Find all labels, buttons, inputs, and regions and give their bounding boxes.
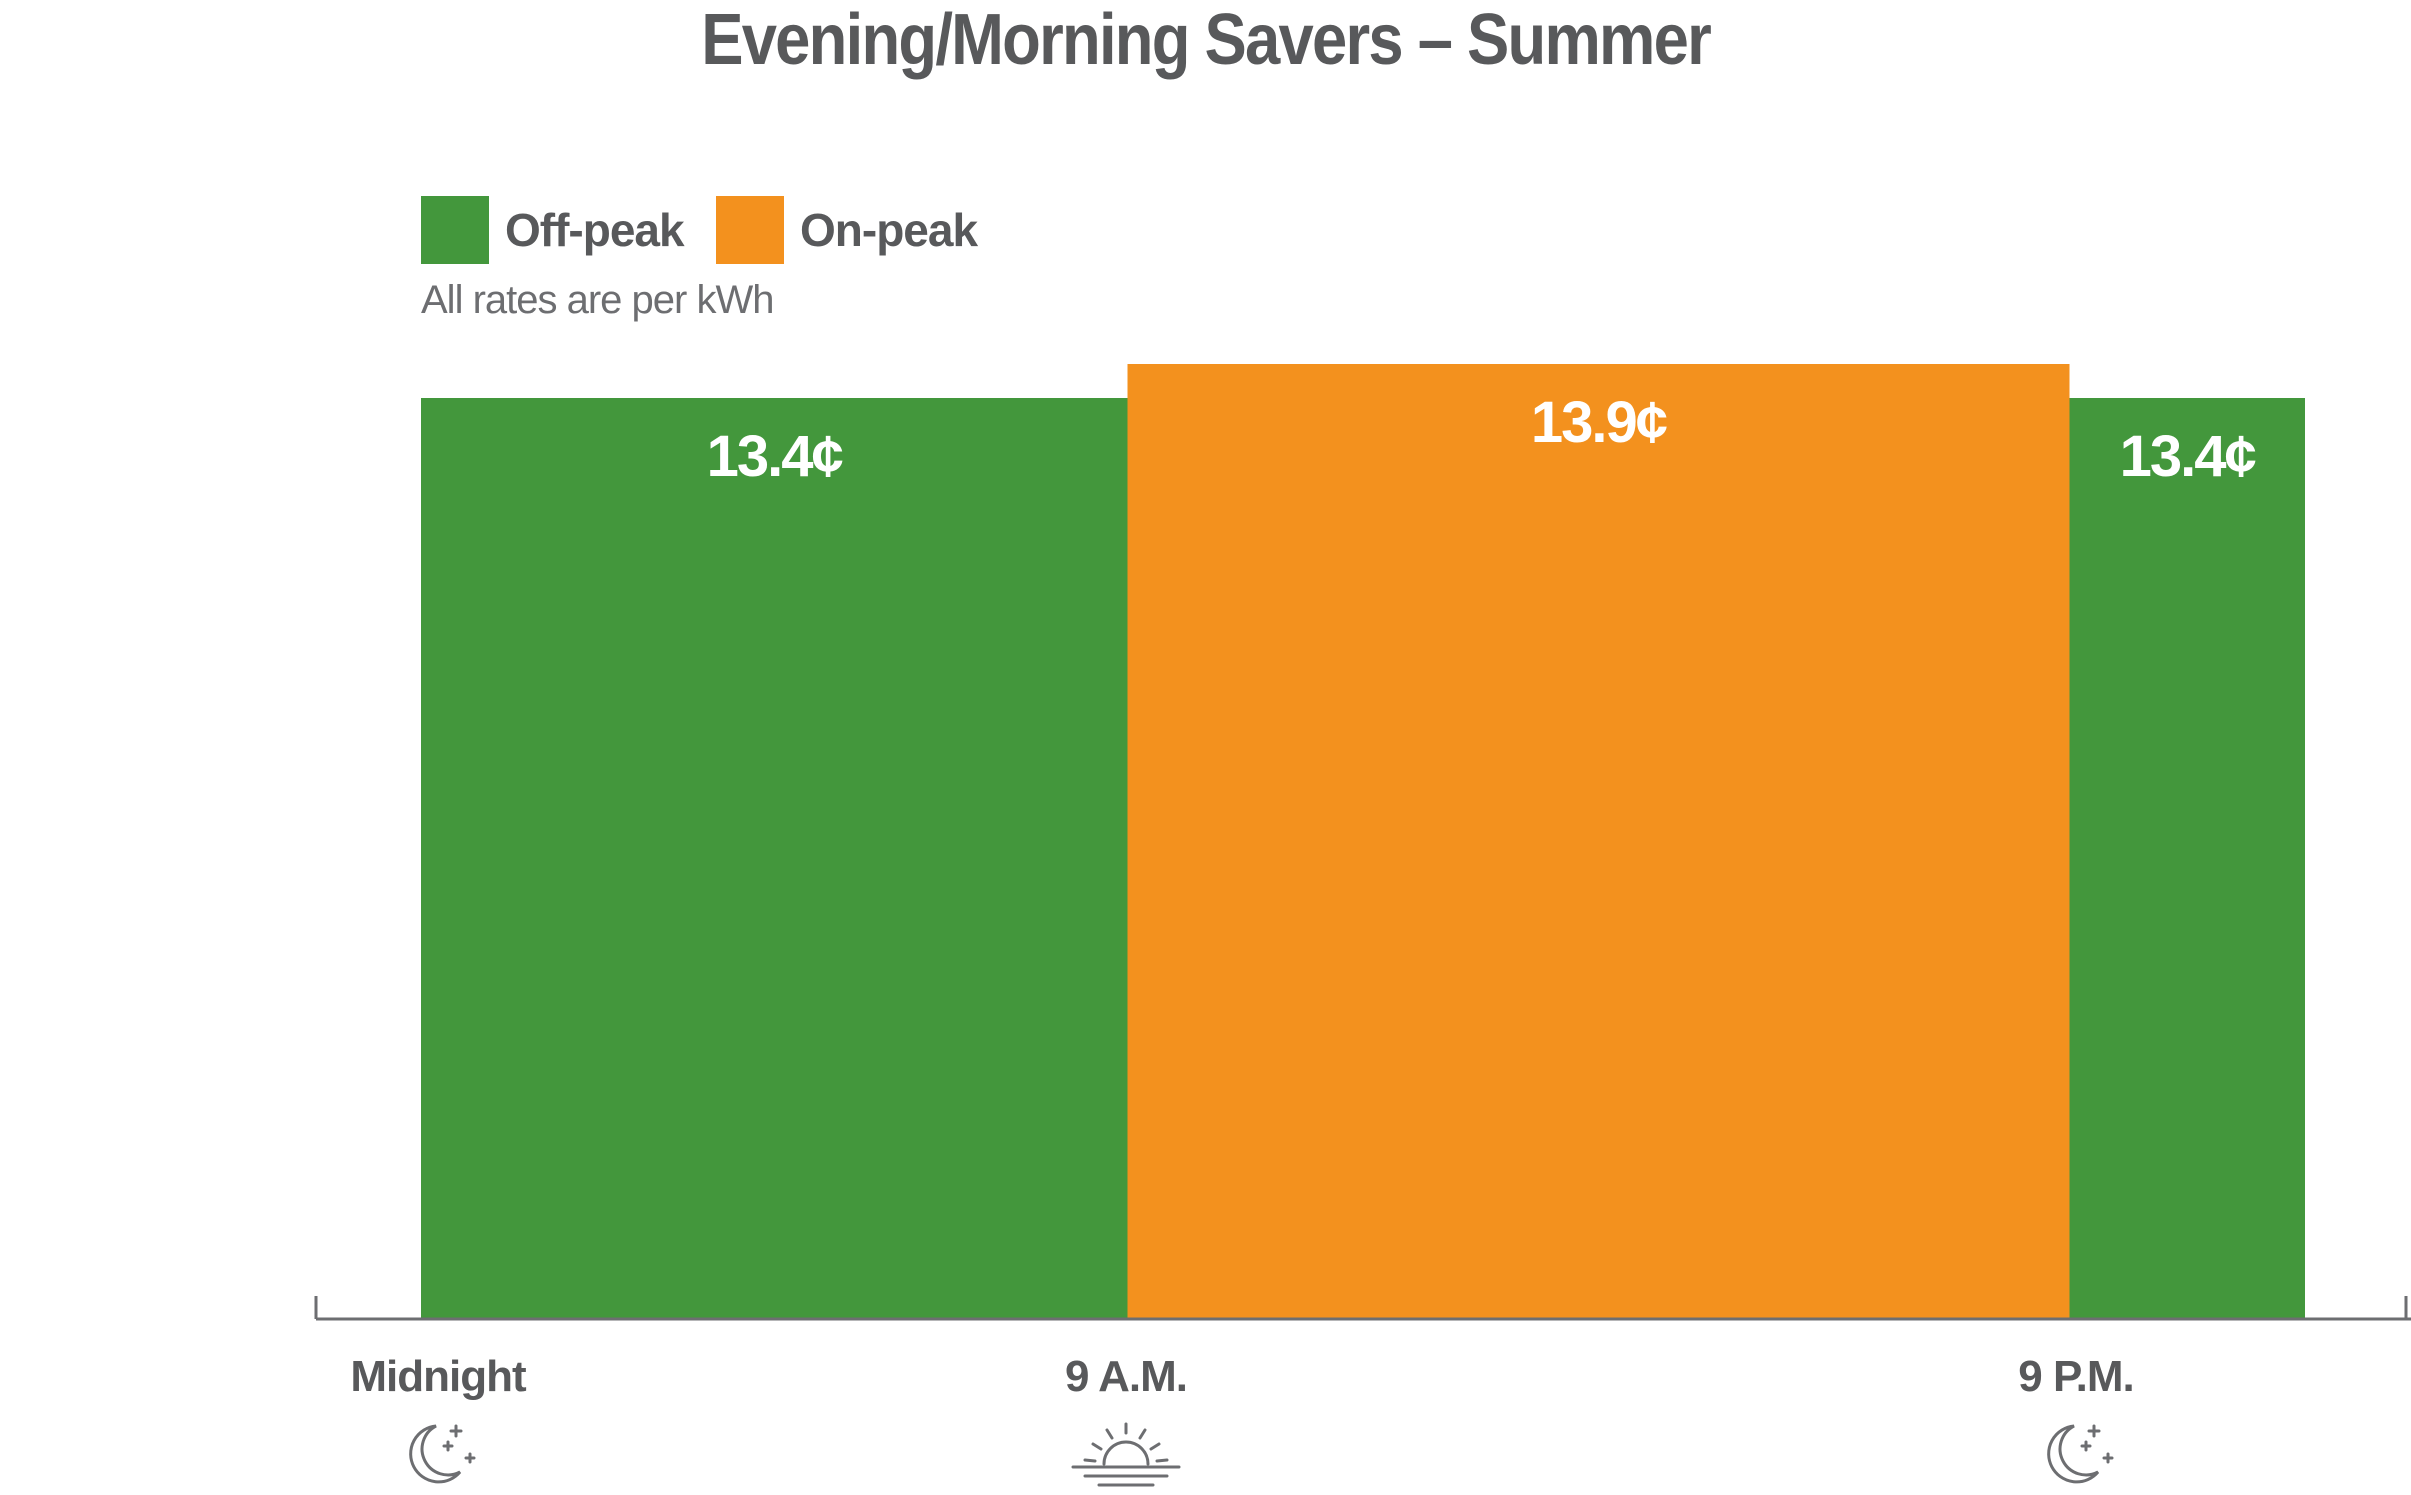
chart-title: Evening/Morning Savers – Summer — [701, 0, 1712, 80]
legend-item-off-peak: Off-peak — [421, 196, 685, 264]
legend-swatch-off-peak — [421, 196, 489, 264]
bar-value-label: 13.9¢ — [1531, 390, 1667, 455]
bar-value-label: 13.4¢ — [2120, 424, 2256, 489]
bar-on-peak-1 — [1127, 364, 2070, 1318]
bars-group: 13.4¢ 13.9¢ 13.4¢ — [421, 364, 2305, 1318]
bar-off-peak-2 — [2069, 398, 2305, 1318]
x-axis — [314, 1296, 2411, 1321]
x-tick-label: Midnight — [350, 1352, 526, 1401]
chart-subtitle: All rates are per kWh — [421, 278, 774, 322]
sunrise-icon — [1071, 1420, 1181, 1490]
legend-swatch-on-peak — [716, 196, 784, 264]
x-tick-label: 9 P.M. — [2018, 1352, 2134, 1401]
bar-off-peak-0 — [421, 398, 1128, 1318]
legend-label-off-peak: Off-peak — [505, 204, 685, 256]
moon-stars-icon — [398, 1420, 478, 1490]
x-tick-label: 9 A.M. — [1065, 1352, 1188, 1401]
bar-value-label: 13.4¢ — [707, 424, 843, 489]
moon-stars-icon — [2036, 1420, 2116, 1490]
legend-label-on-peak: On-peak — [800, 204, 978, 256]
legend-item-on-peak: On-peak — [716, 196, 978, 264]
